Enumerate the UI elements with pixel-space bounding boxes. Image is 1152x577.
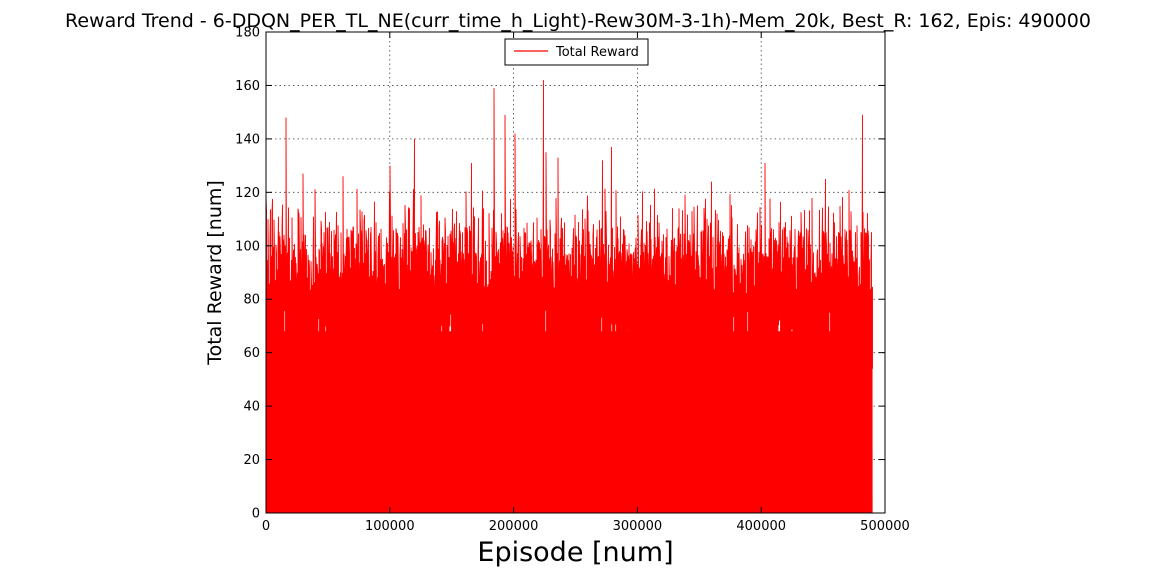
- axis-ticks: 0 100000 200000 300000 400000 500000 0 20 40 60 80…: [235, 26, 910, 535]
- y-tick-label: 140: [235, 132, 260, 147]
- legend-label-total-reward: Total Reward: [555, 45, 639, 60]
- y-tick-label: 120: [235, 186, 260, 201]
- x-tick-label: 500000: [860, 519, 910, 534]
- y-tick-label: 0: [252, 507, 260, 522]
- series-total-reward: [265, 80, 873, 514]
- y-tick-label: 20: [243, 453, 260, 468]
- y-tick-label: 100: [235, 239, 260, 254]
- x-axis-label: Episode [num]: [477, 537, 673, 568]
- x-tick-label: 200000: [489, 519, 539, 534]
- y-tick-label: 80: [243, 293, 260, 308]
- y-axis-label: Total Reward [num]: [204, 180, 226, 366]
- x-tick-label: 300000: [613, 519, 663, 534]
- series-fill-total-reward: [266, 331, 873, 513]
- legend-box: [504, 38, 649, 66]
- x-tick-label: 400000: [736, 519, 786, 534]
- legend: Total Reward: [504, 38, 649, 66]
- x-tick-label: 100000: [365, 519, 415, 534]
- chart-title: Reward Trend - 6-DDQN_PER_TL_NE(curr_tim…: [65, 10, 1091, 32]
- y-tick-label: 60: [243, 346, 260, 361]
- x-tick-label: 0: [262, 519, 270, 534]
- y-tick-label: 160: [235, 79, 260, 94]
- y-tick-label: 40: [243, 400, 260, 415]
- plot-frame: [265, 31, 886, 514]
- y-tick-label: 180: [235, 26, 260, 41]
